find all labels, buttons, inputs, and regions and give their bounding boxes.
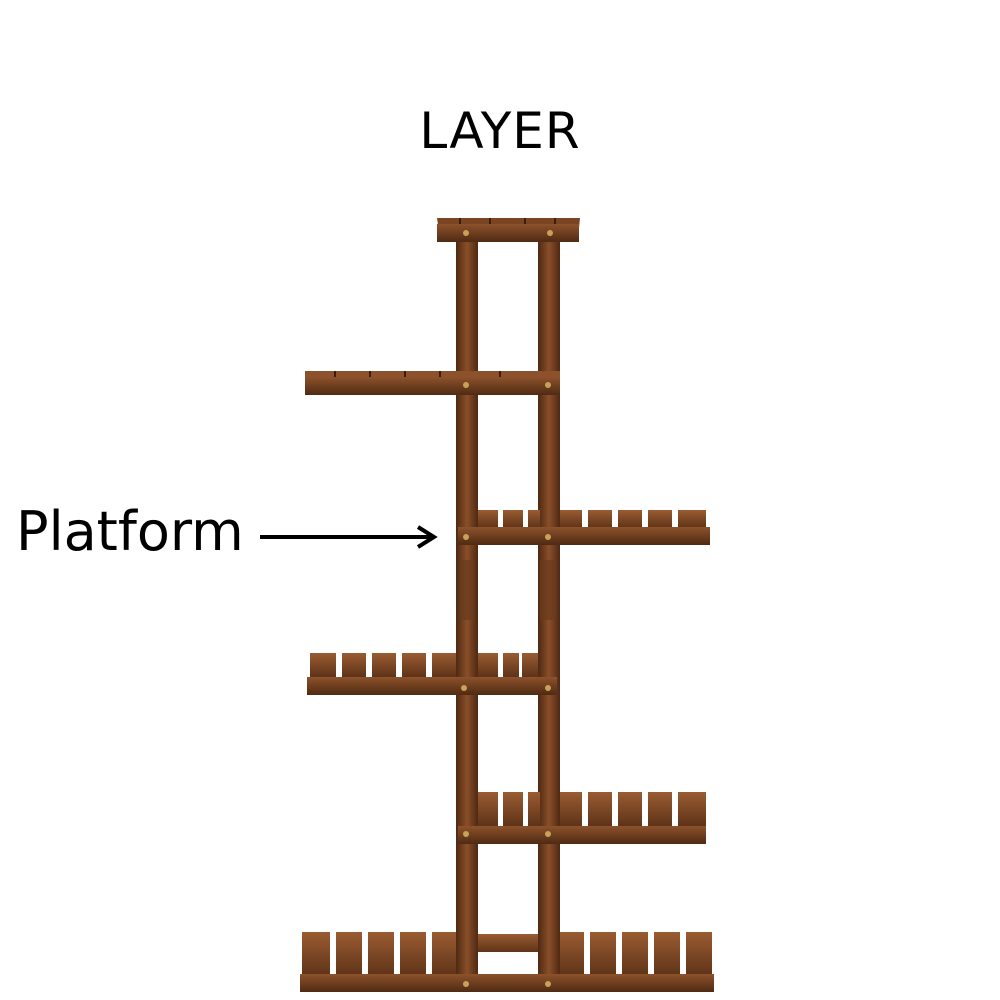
shelf-bottom [300,932,714,992]
shelf-2-left [305,371,560,395]
shelf-4-left [307,653,557,695]
vertical-posts [456,240,560,980]
platform-label: Platform [16,500,244,563]
shelf-5-right [458,792,706,844]
shelf-top [437,218,580,242]
right-arrow-icon [260,525,438,549]
diagram-title: LAYER [419,102,581,160]
shelf-3-right [458,510,710,545]
